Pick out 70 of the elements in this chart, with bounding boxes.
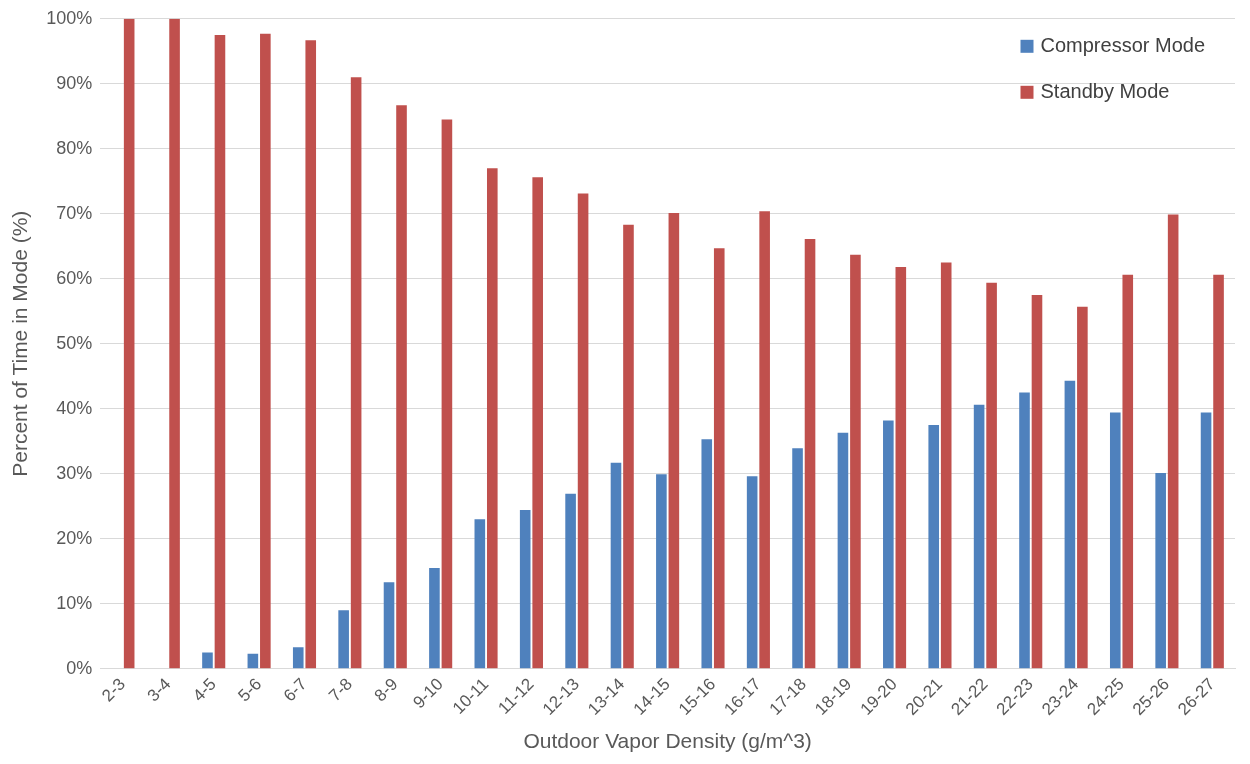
bar [1064, 380, 1076, 669]
bar [713, 248, 725, 669]
y-tick-label: 30% [56, 462, 93, 483]
x-tick-label: 3-4 [143, 674, 175, 706]
bar [247, 653, 259, 669]
y-axis-title: Percent of Time in Mode (%) [8, 210, 32, 477]
bar [260, 33, 271, 669]
bar [1031, 294, 1043, 669]
y-tick-label: 80% [56, 137, 93, 158]
x-tick-label: 7-8 [325, 674, 357, 706]
bar [519, 510, 531, 669]
x-tick-label: 6-7 [279, 674, 311, 706]
bar [986, 282, 997, 669]
bar [214, 35, 226, 669]
bar [1122, 274, 1134, 669]
y-tick-label: 100% [46, 7, 93, 28]
y-tick-label: 70% [56, 202, 93, 223]
y-tick-label: 40% [56, 397, 93, 418]
y-tick-label: 60% [56, 267, 93, 288]
bar [623, 224, 634, 669]
bar [1109, 412, 1121, 669]
bar [1167, 214, 1179, 669]
y-tick-label: 50% [56, 332, 93, 353]
bar [577, 193, 589, 669]
bar [1213, 274, 1224, 669]
legend-label: Standby Mode [1040, 80, 1170, 103]
bar [837, 432, 849, 669]
bar [123, 18, 135, 669]
y-tick-label: 90% [56, 72, 93, 93]
x-tick-label: 4-5 [189, 674, 220, 706]
bar [610, 462, 622, 669]
bar [895, 267, 907, 669]
bar [474, 519, 486, 669]
bar [1155, 473, 1166, 669]
bar [305, 40, 317, 669]
bar [169, 18, 180, 669]
bar [1077, 306, 1088, 669]
bar [565, 493, 576, 669]
bar [486, 168, 498, 669]
x-tick-label: 8-9 [370, 674, 402, 706]
bar [759, 211, 770, 669]
bar [441, 119, 453, 669]
x-tick-label: 5-6 [234, 674, 266, 706]
bar [338, 610, 349, 669]
bar [532, 177, 543, 669]
legend-label: Compressor Mode [1040, 34, 1206, 57]
bar [973, 404, 985, 669]
bar [350, 77, 362, 669]
bar [746, 476, 758, 669]
bar [396, 105, 407, 669]
bar [850, 254, 861, 669]
x-axis-title: Outdoor Vapor Density (g/m^3) [523, 729, 812, 753]
bar [668, 213, 680, 669]
bar [383, 582, 395, 669]
bar [792, 448, 803, 669]
bar [292, 647, 304, 669]
y-tick-label: 10% [56, 592, 93, 613]
bar [656, 474, 667, 669]
bar [804, 239, 816, 669]
bar [928, 424, 940, 669]
bar [429, 567, 440, 669]
bar [202, 652, 213, 669]
bar [883, 420, 894, 669]
bar [1200, 412, 1212, 669]
bar [701, 439, 713, 669]
y-tick-label: 0% [66, 657, 93, 678]
x-tick-label: 2-3 [98, 674, 130, 706]
y-tick-label: 20% [56, 527, 93, 548]
bar [940, 262, 952, 669]
bar [1019, 392, 1030, 669]
